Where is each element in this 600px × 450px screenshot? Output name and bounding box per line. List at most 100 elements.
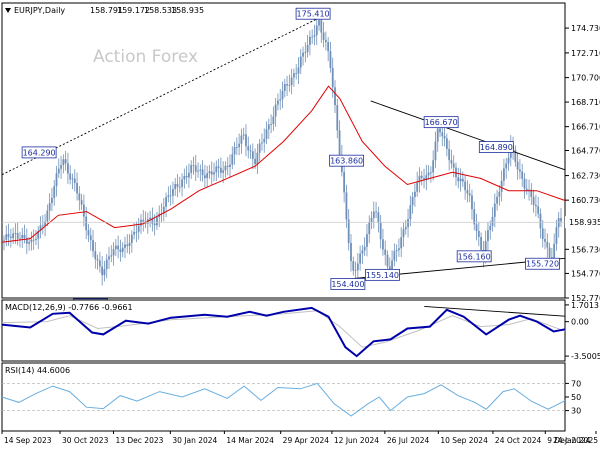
candle (249, 144, 252, 159)
candle (477, 221, 480, 247)
candle (290, 68, 293, 95)
candle (35, 230, 37, 245)
candle (457, 167, 460, 189)
candle (516, 152, 519, 180)
candle (539, 208, 542, 239)
candle (336, 98, 339, 139)
candle (96, 254, 99, 270)
price-y-tick-label: 164.770 (571, 147, 600, 156)
candle (279, 88, 282, 110)
candle (466, 180, 469, 203)
candle (443, 126, 446, 147)
ohlc-open: 158.791 (90, 6, 123, 15)
current-price-marker: 158.935 (565, 216, 600, 229)
collapse-arrow-icon[interactable] (5, 8, 11, 13)
annotation-label: 155.140 (365, 268, 400, 281)
candle (361, 245, 364, 265)
candle (407, 208, 409, 238)
candle (238, 133, 241, 156)
price-y-tick-label: 168.710 (571, 98, 600, 107)
candle (82, 194, 85, 227)
annotation-label: 164.890 (478, 141, 514, 153)
price-y-tick-label: 174.730 (571, 24, 600, 33)
price-y-tick-label: 162.730 (571, 172, 600, 181)
candle (528, 179, 530, 201)
candle (270, 114, 272, 134)
candle (39, 216, 42, 239)
rsi-title: RSI(14) 44.6006 (5, 366, 70, 375)
candle (172, 181, 174, 205)
candle (112, 242, 115, 266)
candle (142, 210, 145, 232)
candle (128, 234, 131, 255)
candle (5, 225, 8, 247)
annotation-label: 164.290 (21, 146, 57, 159)
candle (101, 256, 104, 286)
candle (210, 161, 213, 185)
x-tick-label: 12 Jun 2024 (334, 436, 379, 445)
candle (293, 68, 295, 87)
candle (114, 239, 117, 256)
candle (89, 227, 92, 251)
candle (76, 172, 78, 201)
annotation-label: 156.160 (456, 250, 492, 263)
x-tick-label: 24 Oct 2024 (495, 436, 542, 445)
candle (557, 211, 560, 238)
macd-y-tick-label: 1.7013 (571, 301, 599, 310)
candle (493, 193, 496, 228)
candle (425, 164, 428, 191)
candle (429, 166, 432, 183)
candle (254, 148, 257, 169)
rsi-panel: 70 50 30 RSI(14) 44.6006 (1, 362, 581, 432)
candle (44, 214, 46, 237)
candle (363, 237, 366, 256)
price-y-tick-label: 154.770 (571, 269, 600, 278)
candle (491, 207, 494, 232)
annotation-value: 164.290 (23, 148, 56, 157)
candle (368, 215, 371, 244)
candle (313, 24, 316, 46)
candle (345, 184, 348, 228)
candle (414, 183, 416, 207)
candle (297, 57, 300, 85)
candle (188, 163, 190, 188)
macd-title: MACD(12,26,9) -0.7766 -0.9661 (5, 303, 133, 312)
candle (395, 244, 398, 262)
candle (327, 37, 330, 62)
x-axis: 14 Sep 2023 30 Oct 2023 13 Dec 2023 30 Jan … (1, 431, 598, 445)
candle (283, 78, 286, 98)
price-y-tick-label: 170.700 (571, 74, 600, 83)
annotation-value: 166.670 (425, 118, 458, 127)
candle (181, 173, 183, 197)
candle (525, 179, 528, 195)
candle (53, 179, 56, 206)
candle (60, 155, 62, 179)
annotation-label: 163.860 (329, 154, 365, 167)
candle (73, 169, 76, 192)
rising-trendline-dashed (1, 16, 321, 176)
candle (354, 261, 357, 281)
candle (347, 209, 350, 251)
annotation-value: 155.140 (366, 271, 399, 280)
candle (32, 229, 35, 250)
candle (498, 185, 501, 206)
candle (315, 16, 318, 45)
candle (377, 206, 380, 233)
candle (398, 238, 400, 257)
candle (366, 224, 368, 257)
candle (286, 75, 288, 97)
candle (78, 186, 81, 211)
candle (206, 165, 209, 188)
candle (80, 193, 83, 211)
candle (411, 191, 414, 214)
candle (302, 46, 304, 66)
candle (62, 154, 65, 174)
candle (226, 157, 229, 176)
macd-trendline (424, 305, 566, 317)
annotation-label: 166.670 (423, 116, 459, 129)
ohlc-high: 159.172 (117, 6, 150, 15)
candle (521, 163, 524, 187)
candle (379, 214, 382, 249)
symbol-title: EURJPY,Daily (14, 6, 65, 15)
